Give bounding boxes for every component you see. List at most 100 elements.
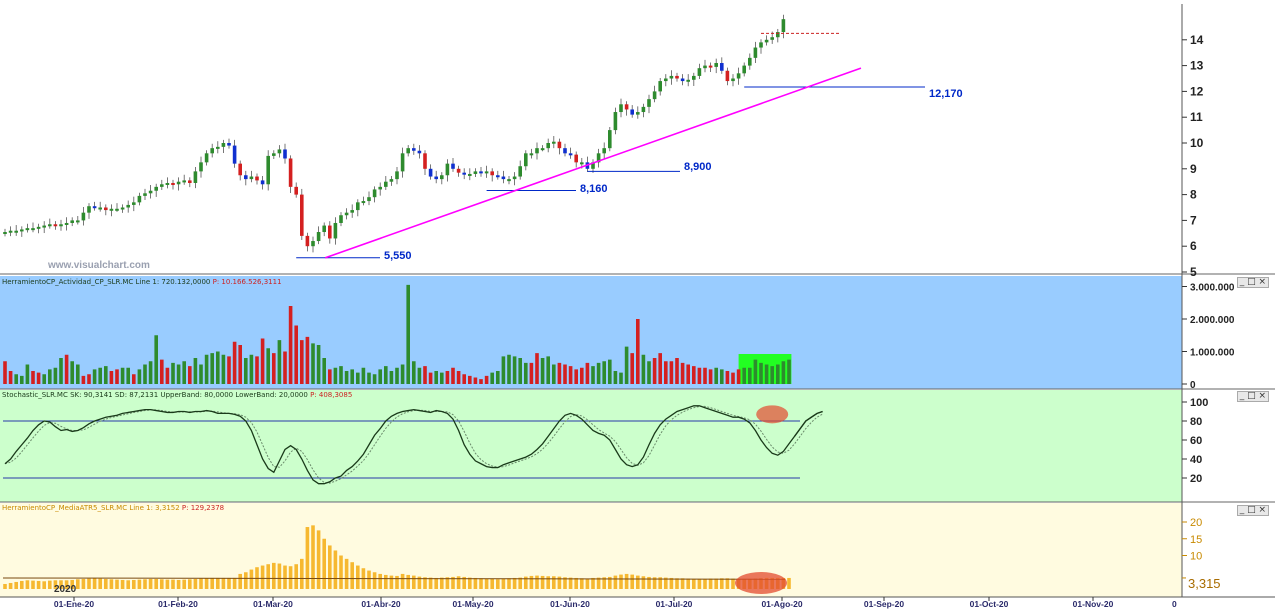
volume-bar (115, 369, 119, 384)
candle-body (294, 186, 298, 195)
atr-bar (98, 578, 102, 589)
atr-bar (479, 578, 483, 589)
candle-body (490, 171, 494, 176)
volume-bar (20, 375, 24, 384)
candle-body (423, 153, 427, 169)
price-y-tick-label: 8 (1190, 188, 1197, 202)
volume-bar (204, 354, 209, 384)
volume-bar (216, 351, 220, 384)
candle-body (165, 182, 170, 185)
atr-bar (171, 579, 175, 589)
x-axis-tick-label: 01-Ene-20 (54, 599, 94, 609)
volume-bar (608, 359, 612, 384)
volume-bar (132, 374, 136, 384)
atr-bar (725, 578, 730, 589)
volume-bar (524, 362, 528, 384)
atr-bar (731, 578, 735, 589)
volume-bar (266, 348, 270, 384)
candle-body (361, 201, 366, 204)
atr-bar (568, 577, 573, 589)
atr-y-tick-label: 10 (1190, 551, 1202, 563)
atr-bar (529, 575, 534, 589)
candle-body (31, 228, 35, 231)
candle-body (389, 179, 394, 182)
candle-body (8, 230, 13, 233)
year-label: 2020 (54, 584, 77, 595)
volume-panel-controls[interactable]: _ □ × (1236, 277, 1269, 288)
stochastic-panel-title: Stochastic_SLR.MC SK: 90,3141 SD: 87,213… (2, 391, 352, 399)
atr-bar (468, 577, 472, 589)
volume-bar (423, 366, 427, 384)
volume-bar (720, 369, 724, 384)
candle-body (356, 202, 360, 211)
candle-body (300, 194, 304, 236)
atr-panel-title: HerramientoCP_MediaATR5_SLR.MC Line 1: 3… (2, 504, 224, 512)
volume-bar (490, 372, 494, 384)
atr-bar (154, 578, 158, 589)
volume-bar (42, 374, 46, 384)
atr-bar (686, 578, 690, 589)
atr-bar (546, 576, 550, 589)
candle-body (596, 153, 601, 163)
candle-body (764, 39, 769, 43)
candle-body (428, 168, 433, 177)
x-axis-tick-label: 01-Jul-20 (656, 599, 693, 609)
support-level-label: 8,900 (684, 161, 712, 173)
atr-panel-controls[interactable]: _ □ × (1236, 505, 1269, 516)
candle-body (507, 179, 511, 182)
atr-bar (714, 578, 718, 589)
volume-bar (591, 366, 595, 384)
atr-bar (165, 579, 170, 589)
candle-body (697, 68, 702, 76)
candle-body (171, 182, 175, 185)
volume-bar (109, 371, 114, 384)
candle-body (277, 149, 282, 154)
candle-body (87, 206, 91, 213)
candle-body (238, 163, 242, 176)
volume-bar (479, 379, 483, 384)
atr-bar (619, 574, 623, 589)
candle-body (568, 153, 573, 156)
stochastic-sk-line (4, 405, 823, 485)
candle-body (692, 75, 696, 80)
candle-body (70, 220, 74, 223)
atr-bar (104, 578, 108, 589)
atr-bar (48, 580, 52, 589)
volume-bar (580, 367, 584, 384)
volume-bar (182, 361, 186, 384)
volume-bar (227, 356, 231, 384)
atr-bar (305, 527, 310, 589)
stochastic-panel-controls[interactable]: _ □ × (1236, 391, 1269, 402)
price-y-tick-label: 7 (1190, 213, 1197, 227)
atr-bar (188, 579, 192, 589)
candle-body (92, 206, 97, 209)
atr-bar (244, 572, 248, 589)
volume-bar (613, 371, 618, 384)
volume-bar (104, 366, 108, 384)
x-axis-tick-label: 01-May-20 (452, 599, 493, 609)
atr-bar (204, 578, 209, 589)
atr-bar (456, 576, 461, 589)
volume-bar (563, 364, 567, 384)
volume-bar (395, 367, 399, 384)
volume-bar (400, 364, 405, 384)
volume-bar (428, 372, 433, 384)
atr-bar (384, 574, 388, 589)
volume-y-tick-label: 2.000.000 (1190, 315, 1235, 326)
atr-bar (339, 555, 343, 589)
candle-body (479, 171, 483, 174)
candle-body (120, 207, 125, 210)
volume-bar (8, 371, 13, 384)
volume-bar (462, 374, 466, 384)
volume-bar (210, 353, 214, 384)
candle-body (540, 148, 545, 151)
candle-body (272, 153, 276, 156)
candle-body (244, 175, 248, 180)
volume-bar (748, 367, 752, 384)
atr-bar (400, 573, 405, 589)
atr-bar (703, 578, 707, 589)
candle-body (322, 225, 326, 233)
atr-bar (232, 577, 237, 589)
